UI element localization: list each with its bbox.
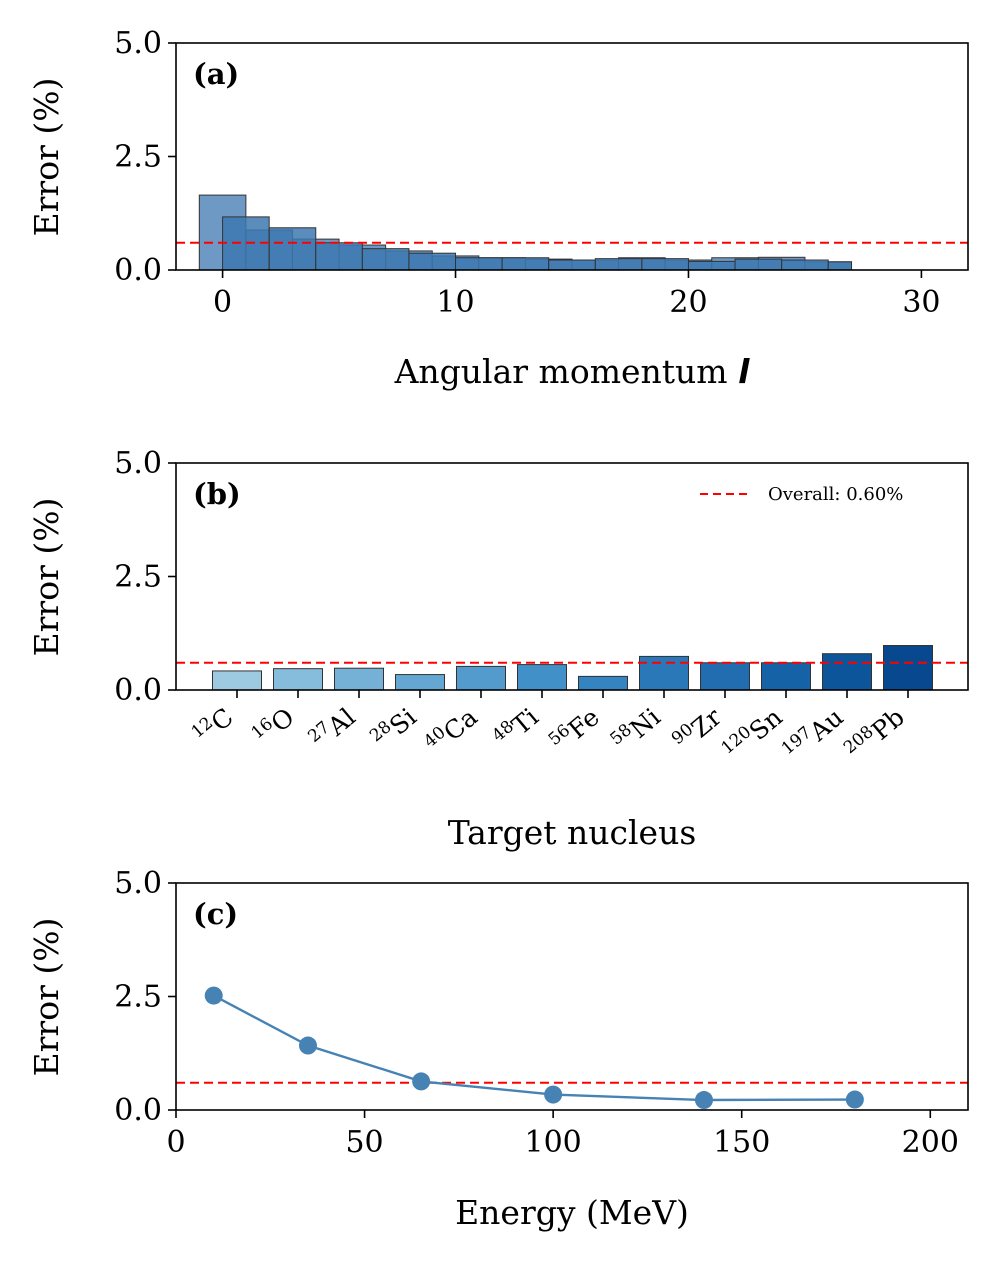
panel-a-bar [594,258,643,271]
panel-b-xtick-label: 197Au [778,701,849,768]
panel-c-xtick-label: 50 [345,1125,383,1160]
panel-b-bar-fe [578,675,628,691]
panel-b-xtick-label: 16O [248,701,300,752]
legend-label: Overall: 0.60% [768,484,903,505]
panel-b-bar-ti [517,664,567,691]
panel-c-ytick-label: 2.5 [114,980,162,1015]
panel-a-bar [548,259,596,271]
panel-b-bar-sn [761,662,811,691]
panel-c-xtick-label: 150 [713,1125,770,1160]
panel-a-ylabel: Error (%) [27,78,66,237]
panel-a-bar [455,257,503,271]
panel-b-bar-al [334,667,384,691]
panel-c-point [412,1072,431,1091]
panel-b-xtick-label: 27Al [304,701,360,755]
panel-a-bar [501,257,550,271]
panel-c-point [695,1091,713,1110]
panel-b-bar-o [273,668,323,691]
panel-c-xtick-label: 0 [166,1125,185,1160]
panel-b-bar-pb [883,645,933,691]
panel-b-xlabel: Target nucleus [448,813,697,852]
panel-c-energy: 0.0 2.5 5.0 0 50 100 150 200 (c) Error (%) Ene… [27,866,969,1232]
panel-a-bar [315,242,363,271]
panel-a-ytick-label: 0.0 [114,253,162,288]
panel-b-ytick-label: 2.5 [114,560,162,595]
panel-b-bars [212,645,933,691]
panel-b-xtick-label: 90Zr [668,701,727,758]
panel-c-axes-frame [175,882,969,1111]
panel-b-xtick-label: 40Ca [420,701,483,761]
panel-a-label: (a) [193,57,239,91]
panel-b-bar-zr [700,662,750,691]
panel-b-bar-ni [639,655,689,691]
panel-c-point [299,1036,317,1055]
panel-b-ytick-label: 5.0 [114,446,162,481]
panel-b-xtick-label: 48Ti [488,701,543,755]
panel-a-bar [827,261,853,271]
panel-a-angular-momentum: 0.0 2.5 5.0 0 10 20 30 (a) Error (%) Angular … [27,26,969,391]
panel-c-ytick-label: 5.0 [114,866,162,901]
panel-b-xtick-label: 58Ni [606,701,665,758]
panel-a-ytick-label: 5.0 [114,26,162,61]
panel-c-label: (c) [193,897,238,931]
panel-c-series-line [213,994,855,1102]
panel-c-x-ticks: 0 50 100 150 200 [166,1110,959,1160]
panel-c-ytick-label: 0.0 [114,1093,162,1128]
panel-a-x-ticks: 0 10 20 30 [213,270,941,320]
panel-c-point [204,986,223,1005]
panel-b-y-ticks: 0.0 2.5 5.0 [114,446,176,708]
panel-a-xtick-label: 10 [436,285,474,320]
panel-a-xtick-label: 30 [902,285,940,320]
panel-a-bar [408,252,457,271]
panel-c-xtick-label: 200 [902,1125,959,1160]
panel-b-bar-au [822,653,872,691]
panel-c-point [544,1085,563,1104]
panel-a-xlabel-main: Angular momentum [394,352,728,391]
panel-a-bar [687,260,736,271]
panel-b-label: (b) [193,477,241,511]
panel-a-xlabel: Angular momentum l [394,352,751,391]
panel-a-bar [781,259,829,271]
panel-a-bar [734,258,783,271]
panel-a-bar [361,248,410,271]
panel-b-bar-ca [456,665,506,691]
panel-a-xtick-label: 20 [669,285,707,320]
panel-b-legend: Overall: 0.60% [700,484,903,505]
panel-c-point [845,1090,864,1109]
panel-c-xlabel: Energy (MeV) [455,1193,689,1232]
panel-c-y-ticks: 0.0 2.5 5.0 [114,866,176,1128]
panel-b-xtick-label: 12C [188,701,239,751]
panel-b-xtick-label: 120Sn [718,701,788,767]
panel-c-ylabel: Error (%) [27,918,66,1077]
panel-a-y-ticks: 0.0 2.5 5.0 [114,26,176,288]
panel-a-xtick-label: 0 [213,285,232,320]
panel-b-bar-c [212,670,262,691]
panel-c-xtick-label: 100 [525,1125,582,1160]
panel-a-ytick-label: 2.5 [114,140,162,175]
panel-b-xtick-label: 56Fe [545,701,605,758]
panel-b-ylabel: Error (%) [27,498,66,657]
panel-b-bar-si [395,674,445,691]
panel-a-bar [641,258,689,271]
panel-c-points [204,986,864,1110]
panel-b-xtick-label: 28Si [366,701,422,755]
panel-a-bar [268,227,317,271]
panel-a-bars [198,194,853,271]
panel-b-xtick-label: 208Pb [840,701,910,767]
panel-a-xlabel-variable: l [738,352,750,391]
panel-b-ytick-label: 0.0 [114,673,162,708]
